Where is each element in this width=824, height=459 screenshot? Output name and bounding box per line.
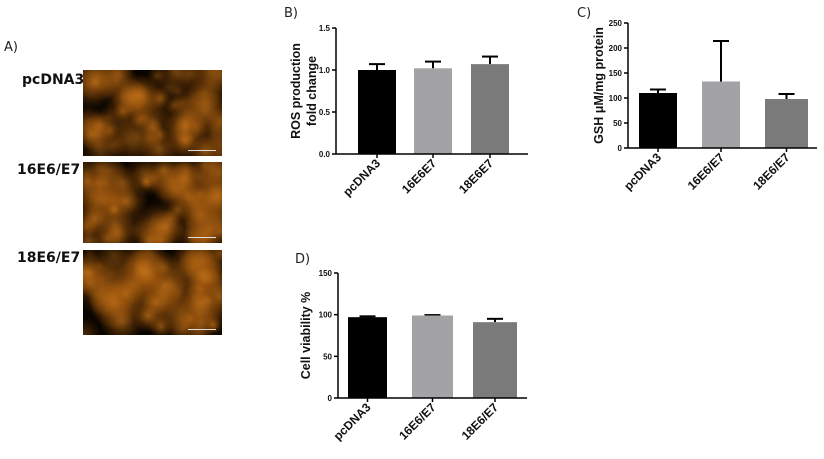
y-tick-label: 1.5 xyxy=(319,24,331,33)
bar xyxy=(471,64,509,154)
micrograph-pcdna3 xyxy=(83,70,222,156)
micrograph-16e6e7 xyxy=(83,162,222,243)
panel-a-label: A) xyxy=(4,40,18,55)
x-tick-label: 18E6/E7 xyxy=(459,400,502,443)
y-tick-label: 100 xyxy=(609,94,623,103)
x-tick-label: 16E6/E7 xyxy=(685,150,728,193)
x-tick-label: pcDNA3 xyxy=(331,400,374,443)
y-axis-label: fold change xyxy=(305,56,319,126)
bar xyxy=(414,68,452,154)
bar xyxy=(473,322,517,398)
x-tick-label: pcDNA3 xyxy=(340,156,383,199)
x-tick-label: 16E6E7 xyxy=(399,156,439,196)
y-axis-label: GSH μM/mg protein xyxy=(592,27,606,144)
chart-2: pcDNA3 16E6/E7 18E6/E7 0 50 100 150 Cell viabil… xyxy=(299,269,527,443)
y-tick-label: 150 xyxy=(609,69,623,78)
x-tick-label: 18E6/E7 xyxy=(750,150,793,193)
chart-0: pcDNA3 16E6E7 18E6E7 0.0 0.5 1.0 1.5 ROS produc… xyxy=(289,24,528,199)
scale-bar xyxy=(188,329,216,330)
micrograph-18e6e7 xyxy=(83,250,222,335)
y-tick-label: 1.0 xyxy=(319,66,331,75)
y-tick-label: 0.0 xyxy=(319,150,331,159)
bar xyxy=(639,93,677,148)
bar xyxy=(765,99,808,148)
panel-b-label: B) xyxy=(284,6,298,21)
y-tick-label: 0.5 xyxy=(319,108,331,117)
y-tick-label: 0 xyxy=(328,394,333,403)
panel-c-label: C) xyxy=(577,6,592,21)
x-tick-label: pcDNA3 xyxy=(621,150,664,193)
y-tick-label: 200 xyxy=(609,44,623,53)
bar xyxy=(412,315,453,398)
y-tick-label: 250 xyxy=(609,19,623,28)
y-tick-label: 50 xyxy=(323,352,332,361)
row-label-16e6e7: 16E6/E7 xyxy=(17,162,81,178)
bar xyxy=(348,317,387,398)
row-label-18e6e7: 18E6/E7 xyxy=(17,250,81,266)
scale-bar xyxy=(188,150,216,151)
y-axis-label: Cell viability % xyxy=(299,292,313,380)
y-axis-label: ROS production xyxy=(289,43,303,139)
panel-d-label: D) xyxy=(295,252,311,267)
y-tick-label: 100 xyxy=(319,311,333,320)
bar xyxy=(702,81,740,148)
y-tick-label: 50 xyxy=(613,119,622,128)
row-label-pcdna3: pcDNA3 xyxy=(22,72,85,88)
y-tick-label: 0 xyxy=(618,144,623,153)
x-tick-label: 18E6E7 xyxy=(456,156,496,196)
y-tick-label: 150 xyxy=(319,269,333,278)
x-tick-label: 16E6/E7 xyxy=(396,400,439,443)
scale-bar xyxy=(188,237,216,238)
bar xyxy=(358,70,396,154)
